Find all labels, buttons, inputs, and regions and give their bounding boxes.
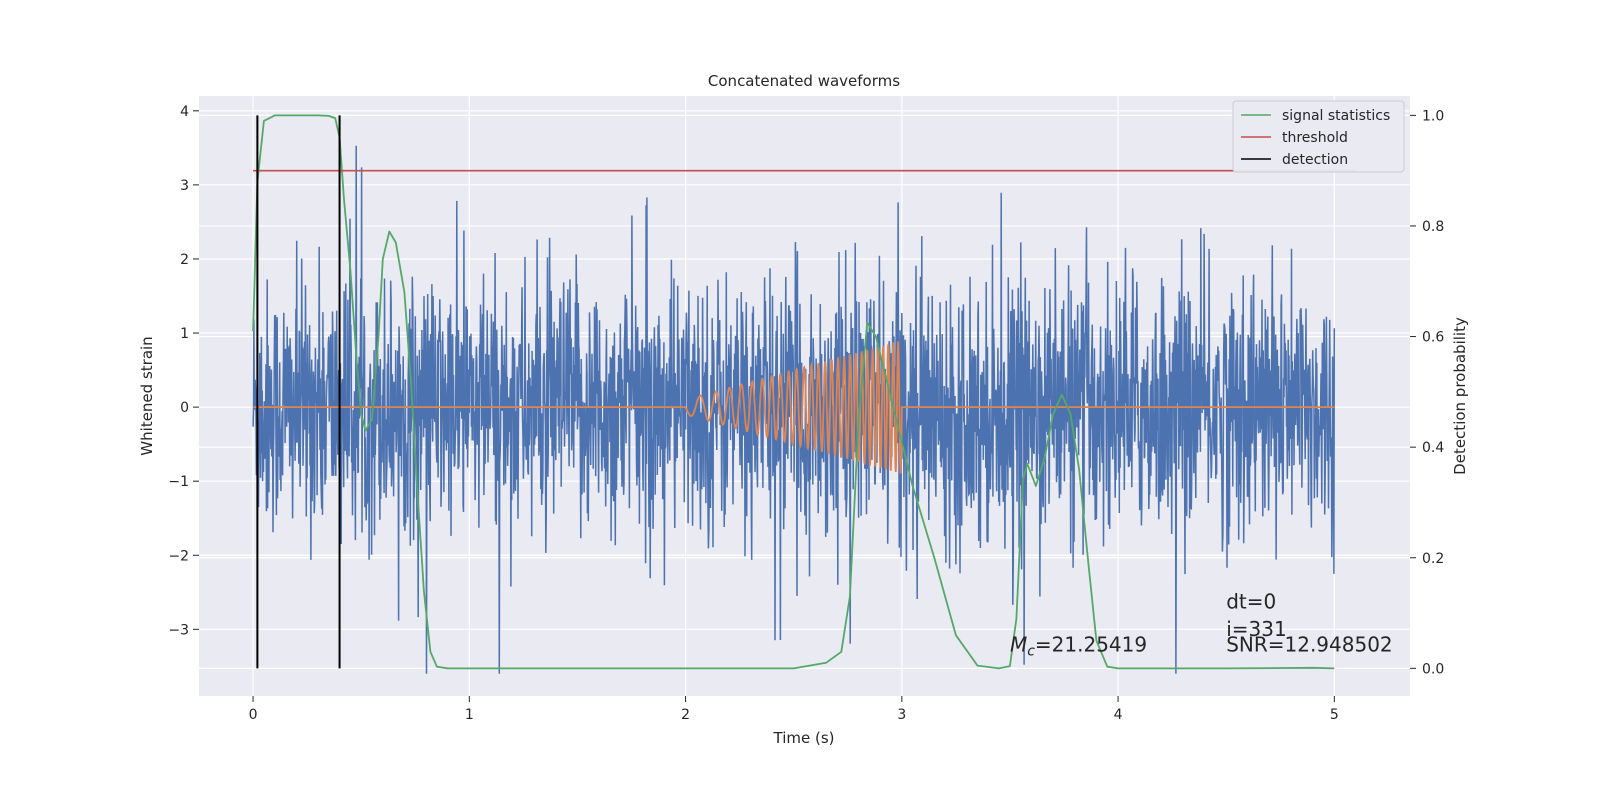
legend: signal statistics threshold detection: [1232, 100, 1405, 173]
annotation: SNR=12.948502: [1226, 633, 1392, 657]
annotation: i=331: [1226, 617, 1287, 641]
y-tick-label-right: 0.4: [1422, 440, 1444, 456]
y-tick-label-right: 1.0: [1422, 108, 1444, 124]
signal-statistics-series: [252, 114, 1335, 670]
legend-label-signal: signal statistics: [1282, 108, 1390, 124]
annotation: Mc=21.25419: [1010, 633, 1147, 660]
y-tick-label-right: 0.8: [1422, 219, 1444, 235]
y-tick-label: 0: [180, 400, 189, 416]
y-tick-label: −3: [168, 622, 189, 638]
y-axis-label-right: Detection probability: [1451, 317, 1469, 475]
x-tick-label: 5: [1330, 707, 1339, 723]
y-tick-label: 3: [180, 178, 189, 194]
chart-title: Concatenated waveforms: [708, 72, 900, 90]
x-tick-label: 4: [1114, 707, 1123, 723]
legend-label-threshold: threshold: [1282, 130, 1348, 146]
y-axis-label: Whitened strain: [138, 336, 156, 455]
signal-statistics-line: [252, 114, 1335, 670]
x-tick-label: 2: [681, 707, 690, 723]
axes: 0 1 2 3 4 5 −3 −2 −1 0 1 2 3 4 0.0 0.2 0.4 0.6 0.8 1.0: [168, 104, 1444, 723]
template-line: [253, 341, 1335, 474]
legend-label-detection: detection: [1282, 152, 1348, 168]
noise-series: [252, 145, 1336, 674]
y-tick-label: 4: [180, 104, 189, 120]
detection-series: [256, 115, 341, 669]
x-tick-label: 3: [897, 707, 906, 723]
y-tick-label-right: 0.0: [1422, 661, 1444, 677]
template-series: [253, 341, 1335, 474]
y-tick-label: 1: [180, 326, 189, 342]
x-tick-label: 1: [465, 707, 474, 723]
x-tick-label: 0: [249, 707, 258, 723]
y-tick-label: 2: [180, 252, 189, 268]
y-tick-label: −2: [168, 548, 189, 564]
y-tick-label-right: 0.2: [1422, 551, 1444, 567]
x-axis-label: Time (s): [773, 729, 835, 747]
annotation: dt=0: [1226, 590, 1276, 614]
y-tick-label-right: 0.6: [1422, 330, 1444, 346]
legend-box: [1232, 100, 1405, 173]
noise-line: [252, 145, 1336, 674]
y-tick-label: −1: [168, 474, 189, 490]
